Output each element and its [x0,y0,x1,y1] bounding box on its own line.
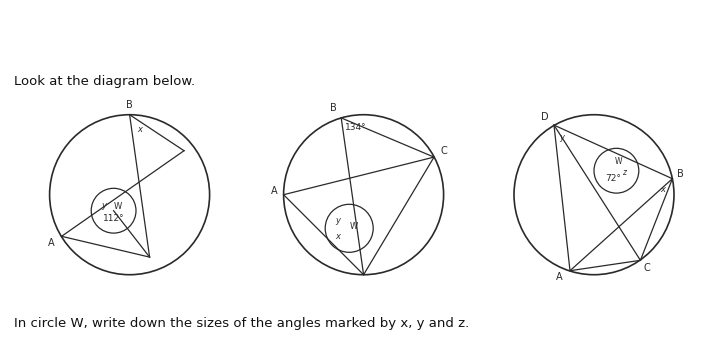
Text: B: B [677,169,684,179]
Text: x: x [660,186,665,194]
Text: W: W [114,202,122,211]
Text: B: B [126,100,133,110]
Text: y: y [102,202,107,210]
Text: D: D [541,112,548,122]
Text: A: A [557,272,563,282]
Text: z: z [622,168,626,177]
Text: W: W [350,222,358,231]
Text: 112°: 112° [103,214,125,223]
Text: C: C [644,263,650,273]
Text: x: x [336,232,341,241]
Text: A: A [48,238,55,248]
Text: y: y [559,133,564,142]
Text: B: B [330,103,336,113]
Text: W: W [614,157,622,166]
Text: C: C [440,146,447,156]
Text: 134°: 134° [345,123,366,132]
Text: Look at the diagram below.: Look at the diagram below. [14,75,196,88]
Text: In circle W, write down the sizes of the angles marked by x, y and z.: In circle W, write down the sizes of the… [14,317,469,330]
Text: 72°: 72° [606,174,621,183]
Text: A: A [271,186,277,196]
Text: Question 3: Question 3 [13,24,122,42]
Text: y: y [336,216,341,225]
Text: x: x [138,124,143,134]
